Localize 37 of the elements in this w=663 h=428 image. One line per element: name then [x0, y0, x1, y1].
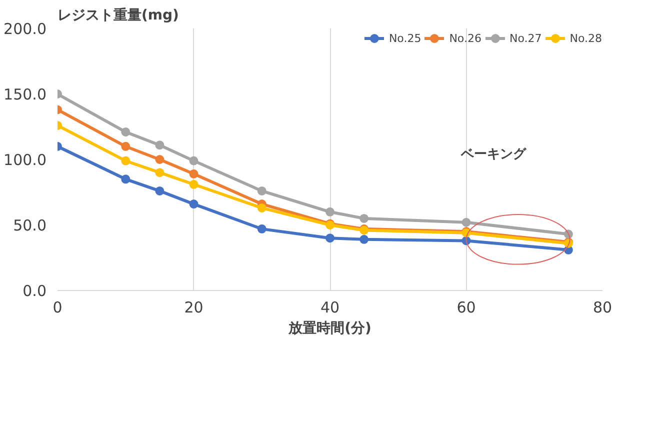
point	[462, 218, 471, 227]
point	[189, 156, 198, 166]
x-axis-title: 放置時間(分)	[288, 320, 372, 336]
legend-label: No.26	[449, 32, 482, 44]
point	[257, 203, 266, 212]
point	[121, 142, 130, 151]
annotation: ベーキング	[460, 147, 527, 162]
point	[360, 214, 369, 223]
legend-label: No.25	[388, 32, 422, 44]
legend-label: No.28	[570, 32, 602, 44]
point	[155, 155, 164, 164]
point	[155, 140, 164, 150]
point	[189, 169, 198, 178]
y-tick-label: 0.0	[22, 282, 47, 300]
point	[121, 128, 130, 136]
y-tick-label: 100.0	[4, 151, 47, 169]
x-tick-label: 40	[320, 298, 340, 316]
y-tick-label: 150.0	[4, 86, 47, 104]
y-tick-label: 200.0	[4, 20, 47, 38]
point	[360, 234, 369, 244]
point	[189, 180, 198, 189]
point	[121, 174, 130, 184]
point	[326, 234, 334, 243]
point	[326, 207, 334, 216]
legend-label: No.27	[509, 32, 542, 44]
x-tick-label: 0	[52, 298, 62, 316]
x-tick-label: 80	[592, 298, 612, 316]
x-tick-label: 60	[456, 298, 476, 316]
point	[121, 156, 130, 166]
point	[155, 168, 164, 178]
y-axis-title: レジスト重量(mg)	[58, 8, 179, 24]
point	[257, 186, 266, 196]
y-tick-label: 50.0	[13, 216, 47, 234]
x-tick-label: 20	[184, 298, 204, 316]
point	[257, 224, 266, 234]
point	[189, 200, 198, 209]
point	[155, 186, 164, 196]
